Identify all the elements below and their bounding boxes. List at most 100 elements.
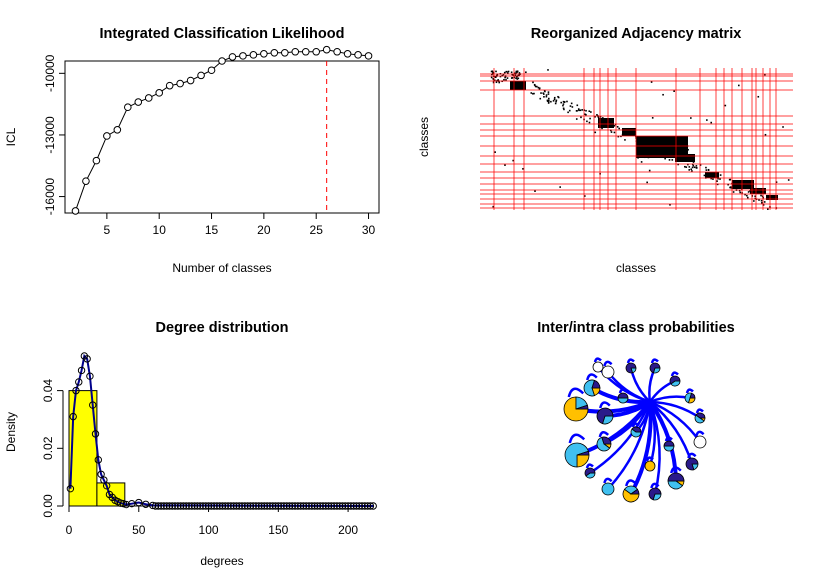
matrix-cell	[570, 102, 573, 105]
pie-slice	[669, 375, 681, 385]
matrix-cell	[533, 92, 535, 95]
matrix-cell	[688, 169, 691, 171]
icl-y-axis-label: ICL	[4, 127, 18, 146]
self-loop	[685, 388, 694, 394]
matrix-cell	[684, 137, 687, 140]
matrix-cell	[661, 140, 664, 142]
self-loop	[603, 477, 613, 484]
matrix-cell	[552, 100, 555, 102]
matrix-cell	[685, 166, 688, 168]
matrix-cell	[695, 165, 698, 167]
density-point	[280, 502, 288, 510]
matrix-cell	[600, 119, 603, 121]
matrix-cell	[532, 92, 534, 95]
matrix-cell	[767, 208, 769, 210]
matrix-cell	[600, 120, 603, 123]
matrix-cell	[681, 142, 683, 145]
matrix-cell	[601, 127, 603, 130]
density-point	[157, 502, 165, 510]
matrix-cell	[510, 77, 513, 79]
pie-slice	[563, 396, 589, 422]
density-point	[216, 502, 224, 510]
density-point	[72, 386, 80, 395]
self-loop	[618, 388, 627, 394]
matrix-cell	[510, 71, 513, 74]
matrix-cell	[693, 166, 696, 169]
density-point	[160, 502, 168, 510]
self-loop	[669, 466, 682, 474]
matrix-cell	[647, 156, 650, 159]
matrix-cell	[516, 75, 518, 78]
pie-slice	[622, 488, 640, 503]
matrix-cell	[686, 154, 689, 156]
matrix-cell	[656, 150, 659, 153]
matrix-cell	[649, 148, 651, 150]
matrix-cell	[678, 142, 681, 145]
icl-y-tick-label: -13000	[43, 116, 57, 154]
matrix-cell	[680, 156, 683, 158]
matrix-cell	[746, 194, 748, 197]
icl-point	[228, 53, 237, 61]
matrix-cell	[749, 190, 751, 192]
class-edge	[588, 400, 652, 475]
degree-x-tick-label: 50	[132, 523, 146, 537]
matrix-cell	[547, 69, 549, 71]
matrix-cell	[516, 70, 519, 73]
matrix-cell	[662, 150, 665, 152]
matrix-cell	[599, 116, 602, 118]
matrix-cell	[664, 157, 666, 160]
icl-y-ticks: -10000 -13000 -16000	[43, 54, 66, 215]
matrix-cell	[543, 96, 545, 98]
matrix-cell	[717, 177, 719, 180]
density-point	[213, 502, 221, 510]
icl-x-tick-label: 15	[205, 223, 219, 237]
icl-x-axis-label: Number of classes	[172, 261, 271, 275]
matrix-cell	[533, 83, 536, 86]
matrix-block	[705, 172, 719, 178]
icl-x-tick-label: 30	[362, 223, 376, 237]
density-point	[305, 502, 313, 510]
matrix-cell	[669, 149, 671, 152]
density-point	[269, 502, 277, 510]
density-point	[369, 502, 377, 510]
matrix-cell	[728, 178, 731, 181]
density-point	[66, 484, 75, 493]
matrix-cell	[738, 84, 740, 87]
matrix-cell	[782, 126, 784, 128]
density-point	[122, 500, 130, 509]
matrix-cell	[555, 99, 558, 102]
density-point	[294, 502, 302, 510]
icl-point	[281, 48, 289, 57]
matrix-cell	[562, 100, 565, 103]
matrix-cell	[643, 147, 646, 150]
matrix-cell	[640, 153, 642, 156]
adjacency-y-axis-label: classes	[417, 117, 431, 157]
pie-slice	[667, 472, 685, 482]
matrix-cell	[665, 147, 668, 150]
matrix-cell	[624, 139, 626, 141]
matrix-cell	[518, 72, 521, 74]
matrix-cell	[663, 151, 665, 154]
matrix-cell	[613, 131, 616, 134]
matrix-cell	[550, 100, 552, 103]
matrix-cell	[631, 133, 633, 135]
matrix-cell	[710, 121, 713, 124]
icl-point	[218, 57, 226, 65]
density-point	[188, 502, 196, 510]
pie-slice	[601, 436, 612, 445]
matrix-cell	[503, 78, 505, 81]
density-point	[97, 470, 105, 478]
matrix-cell	[494, 75, 496, 78]
density-point	[196, 502, 204, 510]
icl-point	[249, 51, 258, 59]
matrix-cell	[601, 124, 604, 127]
density-point	[128, 499, 136, 508]
matrix-cell	[757, 95, 760, 98]
matrix-cell	[575, 118, 578, 120]
matrix-cell	[625, 133, 628, 136]
density-point	[210, 502, 218, 510]
density-point	[302, 502, 310, 510]
matrix-cell	[584, 195, 586, 197]
icl-point	[291, 47, 300, 56]
matrix-cell	[516, 71, 518, 74]
